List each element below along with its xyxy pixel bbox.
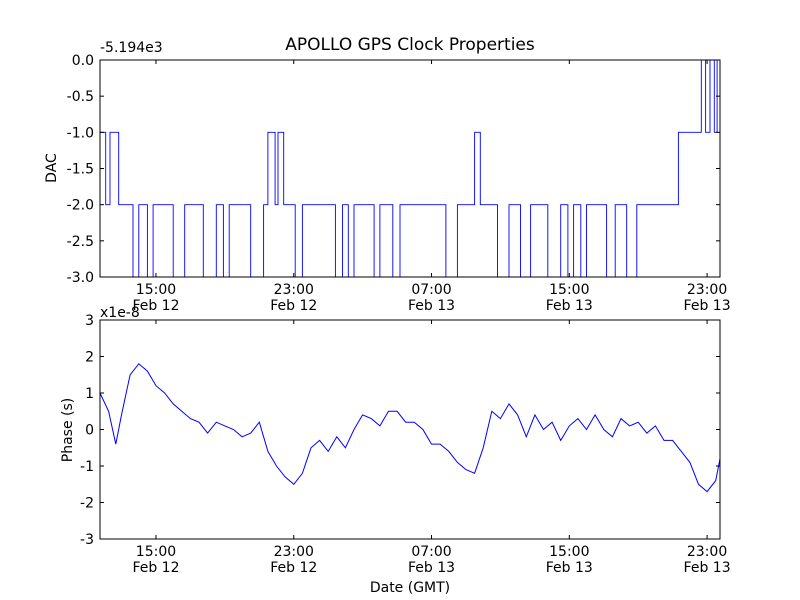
chart-title: APOLLO GPS Clock Properties xyxy=(285,35,535,55)
y-tick-label: -2.0 xyxy=(67,198,94,214)
y-tick-label: 1 xyxy=(85,386,94,402)
phase-y-axis-label: Phase (s) xyxy=(60,398,76,462)
y-tick-label: -1 xyxy=(80,459,94,475)
x-tick-label-time: 23:00 xyxy=(274,544,314,560)
y-tick-label: -3 xyxy=(80,532,94,548)
dac-y-axis-label: DAC xyxy=(44,153,60,183)
y-tick-label: -2.5 xyxy=(67,234,94,250)
y-tick-label: -1.0 xyxy=(67,125,94,141)
y-tick-label: 0.0 xyxy=(72,53,94,69)
y-tick-label: -3.0 xyxy=(67,270,94,286)
data-series-line-1-0 xyxy=(99,363,721,493)
x-tick-label-date: Feb 12 xyxy=(270,298,317,314)
x-tick-label-time: 15:00 xyxy=(136,544,176,560)
x-tick-label-time: 23:00 xyxy=(274,282,314,298)
x-tick-label-time: 15:00 xyxy=(549,282,589,298)
y-tick-label: -0.5 xyxy=(67,89,94,105)
x-tick-label-date: Feb 13 xyxy=(408,560,455,576)
x-tick-label-date: Feb 12 xyxy=(270,560,317,576)
x-tick-label-date: Feb 13 xyxy=(546,298,593,314)
x-tick-label-date: Feb 12 xyxy=(132,298,179,314)
x-tick-label-date: Feb 12 xyxy=(132,560,179,576)
data-series-line-0-0 xyxy=(100,59,721,278)
y-tick-label: 3 xyxy=(85,313,94,329)
x-tick-label-date: Feb 13 xyxy=(684,298,731,314)
y-tick-label: 0 xyxy=(85,423,94,439)
phase-offset-label: x1e-8 xyxy=(100,305,140,321)
x-axis-label: Date (GMT) xyxy=(370,580,450,596)
y-tick-label: 2 xyxy=(85,350,94,366)
x-tick-label-time: 07:00 xyxy=(411,544,451,560)
dac-panel: -5.194e3 DAC 0.0 -0.5 -1.0 -1.5 -2.0 -2.5 -3.0… xyxy=(44,40,731,314)
phase-panel: x1e-8 Phase (s) Date (GMT) 3 2 1 0 -1 -2 -3 15:… xyxy=(60,305,731,596)
x-tick-label-time: 15:00 xyxy=(136,282,176,298)
x-tick-label-time: 23:00 xyxy=(687,282,727,298)
x-tick-label-time: 23:00 xyxy=(687,544,727,560)
x-tick-label-time: 15:00 xyxy=(549,544,589,560)
dac-offset-label: -5.194e3 xyxy=(100,40,163,56)
x-tick-label-date: Feb 13 xyxy=(546,560,593,576)
x-tick-label-date: Feb 13 xyxy=(684,560,731,576)
x-tick-label-time: 07:00 xyxy=(411,282,451,298)
x-tick-label-date: Feb 13 xyxy=(408,298,455,314)
y-tick-label: -1.5 xyxy=(67,162,94,178)
y-tick-label: -2 xyxy=(80,496,94,512)
